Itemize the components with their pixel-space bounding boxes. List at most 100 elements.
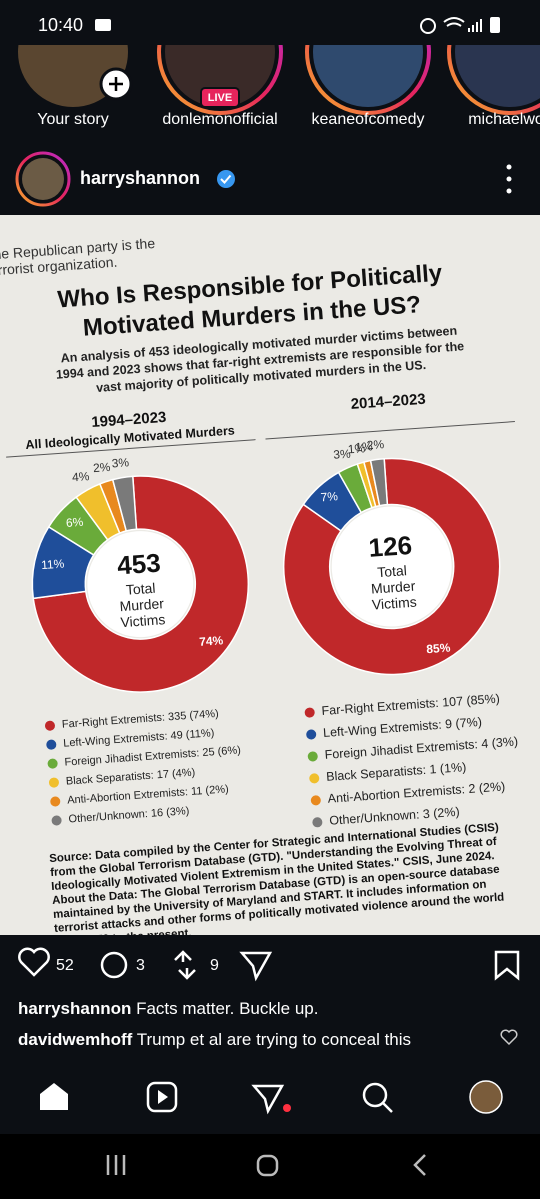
comment-count: 3: [136, 957, 145, 974]
legend-swatch: [310, 795, 321, 806]
value-label: 85%: [426, 641, 451, 657]
legend-swatch: [50, 796, 61, 807]
story-name: michaelwolf: [468, 111, 540, 128]
legend-swatch: [307, 751, 318, 762]
author-avatar[interactable]: [22, 158, 64, 200]
nav-bar: [0, 1062, 540, 1134]
verified-check: [220, 174, 232, 184]
caption: harryshannon Facts matter. Buckle up.: [18, 999, 318, 1018]
value-label: 1%: [355, 439, 374, 454]
comment-clip: davidwemhoff Trump et al are trying to c…: [18, 1030, 411, 1049]
value-label: 3%: [333, 447, 352, 462]
total-label: Victims: [120, 611, 166, 630]
total-label: Victims: [371, 594, 417, 613]
legend-swatch: [304, 707, 315, 718]
value-label: 11%: [41, 557, 65, 573]
value-label: 7%: [320, 489, 339, 504]
comment-button[interactable]: [100, 951, 128, 979]
live-badge: [200, 87, 240, 108]
legend-swatch: [312, 817, 323, 828]
legend-swatch: [48, 777, 59, 788]
comment: davidwemhoff Trump et al are trying to c…: [18, 1030, 411, 1049]
story-avatar[interactable]: [313, 0, 423, 107]
donut-hole: [87, 531, 194, 638]
comment-like[interactable]: [500, 1029, 518, 1046]
chart-rule: [6, 439, 256, 458]
mail-icon: [95, 19, 111, 31]
comment-author[interactable]: davidwemhoff: [18, 1030, 133, 1049]
story-ring: [305, 45, 431, 115]
value-label: 2%: [93, 460, 112, 475]
reels-icon: [158, 1090, 168, 1104]
story-ring: [447, 45, 540, 115]
legend-swatch: [47, 758, 58, 769]
total-label: Total: [377, 562, 408, 580]
donut-segment: [32, 475, 249, 693]
home-button[interactable]: [256, 1154, 279, 1177]
value-label: 2%: [366, 437, 385, 452]
value-label: 6%: [65, 515, 84, 530]
legend-swatch: [46, 739, 57, 750]
status-icons: [420, 17, 500, 34]
repost-button[interactable]: [174, 950, 196, 980]
legend-swatch: [309, 773, 320, 784]
value-label: 3%: [111, 455, 130, 470]
home-tab[interactable]: [40, 1083, 68, 1110]
donut-segment: [369, 457, 389, 507]
messages-dot: [283, 1104, 291, 1112]
share-button[interactable]: [239, 951, 273, 982]
story-avatar[interactable]: [165, 0, 275, 107]
story-avatar[interactable]: [18, 0, 128, 107]
total-label: Murder: [370, 578, 416, 597]
reels-tab[interactable]: [146, 1081, 178, 1113]
total-label: Total: [125, 580, 156, 598]
total-number: 453: [116, 548, 161, 581]
legend-swatch: [51, 815, 62, 826]
author-ring: [15, 151, 71, 207]
chart-title: 2014–2023: [350, 391, 426, 413]
value-label: 74%: [199, 633, 224, 649]
story-name: donlemonofficial: [162, 111, 277, 128]
profile-tab[interactable]: [469, 1080, 503, 1114]
search-handle: [382, 1102, 393, 1113]
story-avatar[interactable]: [455, 0, 540, 107]
story-ring: [157, 45, 283, 115]
like-button[interactable]: [18, 947, 50, 977]
chart-rule: [265, 421, 515, 440]
legend-swatch: [44, 720, 55, 731]
messages-tab[interactable]: [251, 1084, 285, 1115]
search-tab[interactable]: [362, 1082, 388, 1108]
caption-text: Facts matter. Buckle up.: [136, 999, 318, 1018]
stories-row: Your story donlemonofficial LIVE keaneofcom…: [18, 0, 540, 128]
verified-badge: [217, 170, 235, 188]
save-button[interactable]: [494, 950, 520, 981]
donut-hole: [331, 506, 452, 627]
recents-button[interactable]: [106, 1155, 126, 1175]
back-button[interactable]: [413, 1154, 426, 1176]
add-story-plus: [109, 77, 123, 91]
total-number: 126: [368, 530, 413, 563]
value-label: 1%: [347, 441, 366, 456]
repost-count: 9: [210, 957, 219, 974]
source-line: from 1970 to the present.: [55, 927, 192, 949]
story-name: Your story: [37, 111, 108, 128]
system-nav: [0, 1134, 540, 1199]
system-buttons: [106, 1154, 426, 1177]
total-label: Murder: [119, 595, 165, 614]
like-count: 52: [56, 957, 74, 974]
donut-segment: [282, 457, 501, 676]
value-label: 4%: [72, 469, 91, 484]
comment-text: Trump et al are trying to conceal this: [137, 1030, 411, 1049]
story-name: keaneofcomedy: [312, 111, 425, 128]
more-button[interactable]: [506, 164, 512, 194]
donut-segment: [111, 475, 138, 532]
caption-author[interactable]: harryshannon: [18, 999, 131, 1018]
legend-swatch: [306, 729, 317, 740]
author-name[interactable]: harryshannon: [80, 168, 200, 188]
clock: 10:40: [38, 15, 83, 35]
live-label: LIVE: [208, 92, 232, 104]
chart-title: 1994–2023: [91, 409, 167, 431]
